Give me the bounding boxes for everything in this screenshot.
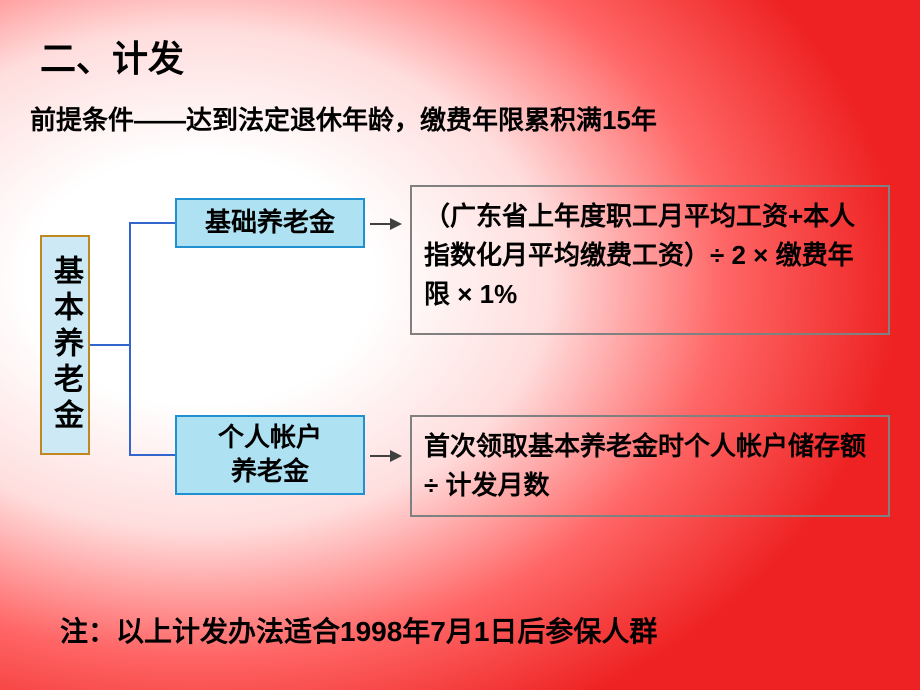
arrow-icon xyxy=(370,455,400,457)
formula-box-personal: 首次领取基本养老金时个人帐户储存额÷ 计发月数 xyxy=(410,415,890,517)
root-node-label: 基本养老金 xyxy=(43,255,87,435)
formula-box-basic: （广东省上年度职工月平均工资+本人指数化月平均缴费工资）÷ 2 × 缴费年限 ×… xyxy=(410,185,890,335)
branch-node-label: 个人帐户 养老金 xyxy=(218,421,322,489)
formula-text: （广东省上年度职工月平均工资+本人指数化月平均缴费工资）÷ 2 × 缴费年限 ×… xyxy=(424,201,855,309)
root-node: 基本养老金 xyxy=(40,235,90,455)
bracket-connector xyxy=(90,200,180,480)
arrow-icon xyxy=(370,223,400,225)
branch-node-personal: 个人帐户 养老金 xyxy=(175,415,365,495)
branch-node-label: 基础养老金 xyxy=(205,206,335,240)
formula-text: 首次领取基本养老金时个人帐户储存额÷ 计发月数 xyxy=(424,431,866,500)
slide-title: 二、计发 xyxy=(40,30,184,82)
branch-node-basic: 基础养老金 xyxy=(175,198,365,248)
slide-subtitle: 前提条件——达到法定退休年龄，缴费年限累积满15年 xyxy=(30,100,657,137)
slide-content: 二、计发 前提条件——达到法定退休年龄，缴费年限累积满15年 基本养老金 基础养… xyxy=(0,0,920,690)
footnote: 注：以上计发办法适合1998年7月1日后参保人群 xyxy=(60,610,657,650)
